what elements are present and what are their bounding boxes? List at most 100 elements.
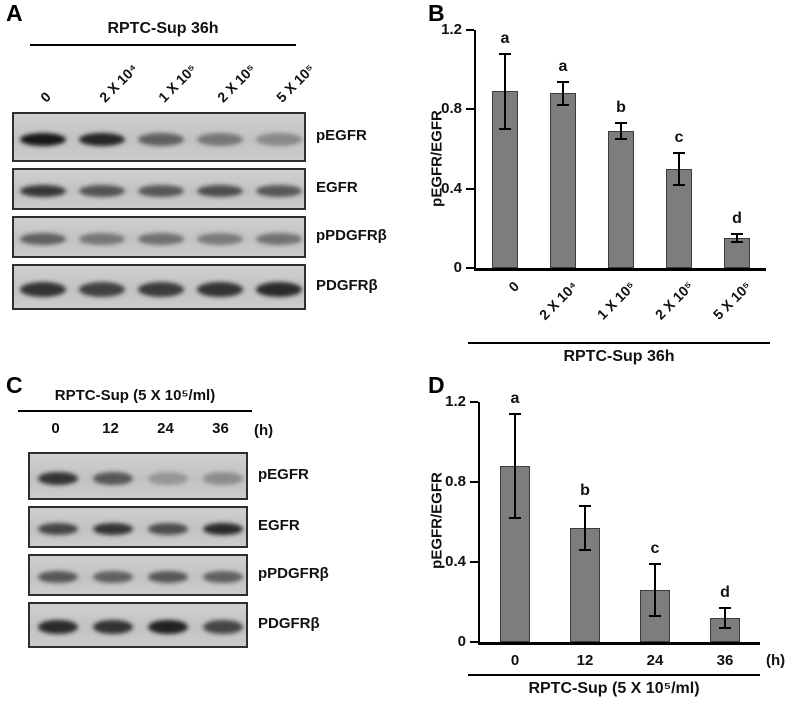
error-bar	[562, 81, 564, 106]
blot-band	[196, 233, 243, 245]
panel-b-label: B	[428, 0, 446, 26]
blot-PDGFRβ	[12, 264, 306, 310]
panel-d-label: D	[428, 372, 446, 398]
y-tick	[470, 641, 478, 643]
blot-band	[79, 281, 126, 297]
blot-band	[79, 185, 126, 197]
error-bar-cap	[615, 122, 627, 125]
blot-row-label: pEGFR	[316, 127, 367, 144]
significance-letter: c	[650, 540, 660, 557]
error-bar-cap	[557, 80, 569, 83]
panel-b-plot: 0 0.4 0.8 1.2 a 0 a 2 X 10⁴ b 1 X 10⁵ c 2 X 10⁵ d 5 X…	[441, 21, 766, 323]
blot-pEGFR	[12, 112, 306, 162]
blot-row-label: pPDGFRβ	[258, 565, 329, 582]
blot-PDGFRβ	[28, 602, 248, 648]
significance-letter: d	[720, 584, 730, 601]
lane-label: 5 X 10⁵	[272, 60, 318, 106]
y-tick	[466, 187, 474, 190]
x-tick-label: 2 X 10⁵	[651, 278, 697, 323]
blot-band	[138, 233, 184, 245]
blot-band	[147, 571, 188, 583]
blot-band	[255, 281, 302, 297]
lane-label: 0	[51, 420, 60, 437]
error-bar	[736, 234, 738, 243]
lane-label: 2 X 10⁴	[96, 60, 142, 106]
blot-pPDGFRβ	[12, 216, 306, 258]
blot-band	[37, 571, 78, 583]
blot-band	[92, 620, 133, 634]
y-tick	[470, 561, 478, 563]
significance-letter: b	[580, 482, 590, 499]
lane-label: 0	[37, 88, 55, 106]
error-bar-cap	[509, 517, 521, 519]
error-bar	[504, 53, 506, 130]
significance-letter: a	[500, 29, 510, 47]
blot-band	[92, 471, 133, 485]
significance-letter: a	[558, 57, 568, 75]
x-tick-label: 0	[505, 278, 523, 295]
y-tick-label: 0	[453, 259, 462, 276]
error-bar	[620, 123, 622, 140]
panel-d-x-axis-title: RPTC-Sup (5 X 10⁵/ml)	[528, 680, 700, 697]
error-bar-cap	[509, 413, 521, 415]
panel-d-plot: 0 0.4 0.8 1.2 a 0 b 12 c 24 d 36	[445, 390, 760, 669]
panel-c-label: C	[6, 372, 24, 398]
lane-label: 36	[212, 420, 229, 437]
error-bar-cap	[579, 549, 591, 551]
blot-band	[202, 471, 243, 485]
y-tick	[470, 401, 478, 403]
y-tick-label: 0.4	[445, 553, 466, 570]
significance-letter: d	[732, 210, 742, 228]
y-tick-label: 0.8	[445, 473, 466, 490]
bar-2 X 10⁴	[550, 93, 576, 268]
y-tick	[466, 108, 474, 111]
blot-row-label: EGFR	[258, 517, 300, 534]
panel-b-x-axis-title: RPTC-Sup 36h	[563, 348, 675, 365]
lane-label: 12	[102, 420, 119, 437]
significance-letter: b	[616, 99, 626, 117]
blot-band	[147, 523, 188, 535]
blot-band	[92, 523, 133, 535]
blot-band	[202, 620, 243, 634]
error-bar-cap	[615, 138, 627, 141]
y-tick	[470, 481, 478, 483]
significance-letter: a	[510, 390, 520, 407]
blot-band	[202, 571, 243, 583]
blot-band	[196, 185, 243, 197]
x-tick-label: 0	[510, 652, 520, 669]
blot-band	[255, 132, 302, 146]
blot-band	[92, 571, 133, 583]
blot-band	[147, 620, 188, 634]
error-bar-cap	[649, 563, 661, 565]
error-bar-cap	[673, 151, 685, 154]
error-bar-cap	[557, 104, 569, 107]
blot-band	[138, 281, 184, 297]
x-tick-label: 1 X 10⁵	[593, 278, 639, 323]
panel-d-group-line	[468, 674, 760, 676]
blot-band	[20, 185, 67, 197]
blot-band	[147, 471, 188, 485]
blot-band	[20, 281, 67, 297]
y-tick-label: 1.2	[441, 21, 462, 38]
error-bar-cap	[499, 52, 511, 55]
error-bar-cap	[719, 607, 731, 609]
bar-1 X 10⁵	[608, 131, 634, 268]
x-tick-label: 24	[646, 652, 664, 669]
blot-band	[255, 233, 302, 245]
error-bar	[584, 506, 586, 550]
error-bar	[514, 414, 516, 518]
y-tick-label: 0.4	[441, 179, 462, 197]
y-tick	[466, 267, 474, 269]
panel-c-header-underline	[18, 410, 252, 412]
x-tick-label: 2 X 10⁴	[535, 278, 581, 323]
blot-pEGFR	[28, 452, 248, 500]
y-tick-label: 0	[457, 633, 466, 650]
blot-band	[37, 523, 78, 535]
panel-c-time-unit: (h)	[254, 422, 274, 439]
lane-label: 2 X 10⁵	[213, 60, 259, 106]
panel-d-time-unit: (h)	[766, 652, 786, 669]
blot-row-label: pPDGFRβ	[316, 227, 387, 244]
blot-row-label: PDGFRβ	[258, 615, 320, 632]
error-bar-cap	[731, 233, 743, 236]
